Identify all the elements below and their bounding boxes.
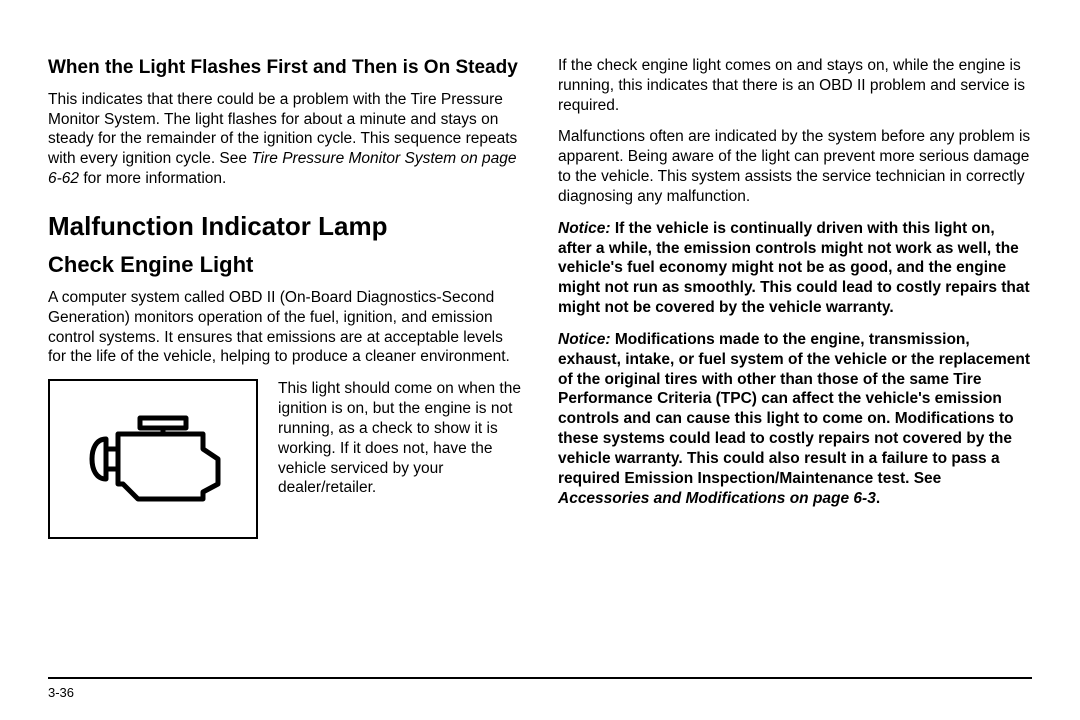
manual-page: When the Light Flashes First and Then is…: [0, 0, 1080, 720]
notice-2-text-b: .: [876, 490, 880, 507]
obd-paragraph: A computer system called OBD II (On-Boar…: [48, 288, 522, 367]
page-footer: 3-36: [48, 677, 1032, 700]
page-number: 3-36: [48, 685, 74, 700]
notice-1-text: If the vehicle is continually driven wit…: [558, 220, 1030, 316]
tpms-paragraph: This indicates that there could be a pro…: [48, 90, 522, 189]
figure-caption: This light should come on when the ignit…: [278, 379, 522, 498]
right-para-2: Malfunctions often are indicated by the …: [558, 127, 1032, 206]
right-para-1: If the check engine light comes on and s…: [558, 56, 1032, 115]
left-column: When the Light Flashes First and Then is…: [48, 56, 522, 665]
figure-row: This light should come on when the ignit…: [48, 379, 522, 539]
two-column-layout: When the Light Flashes First and Then is…: [48, 56, 1032, 665]
notice-2-text-a: Modifications made to the engine, transm…: [558, 331, 1030, 487]
subsection-heading: When the Light Flashes First and Then is…: [48, 56, 522, 80]
engine-light-figure: [48, 379, 258, 539]
notice-1: Notice: If the vehicle is continually dr…: [558, 219, 1032, 318]
notice-1-label: Notice:: [558, 220, 611, 237]
notice-2: Notice: Modifications made to the engine…: [558, 330, 1032, 508]
notice-2-label: Notice:: [558, 331, 611, 348]
section-heading: Malfunction Indicator Lamp: [48, 211, 522, 242]
subsection-heading-2: Check Engine Light: [48, 252, 522, 278]
engine-icon: [78, 404, 228, 514]
right-column: If the check engine light comes on and s…: [558, 56, 1032, 665]
tpms-text-b: for more information.: [79, 170, 226, 187]
notice-2-xref: Accessories and Modifications on page 6-…: [558, 490, 876, 507]
